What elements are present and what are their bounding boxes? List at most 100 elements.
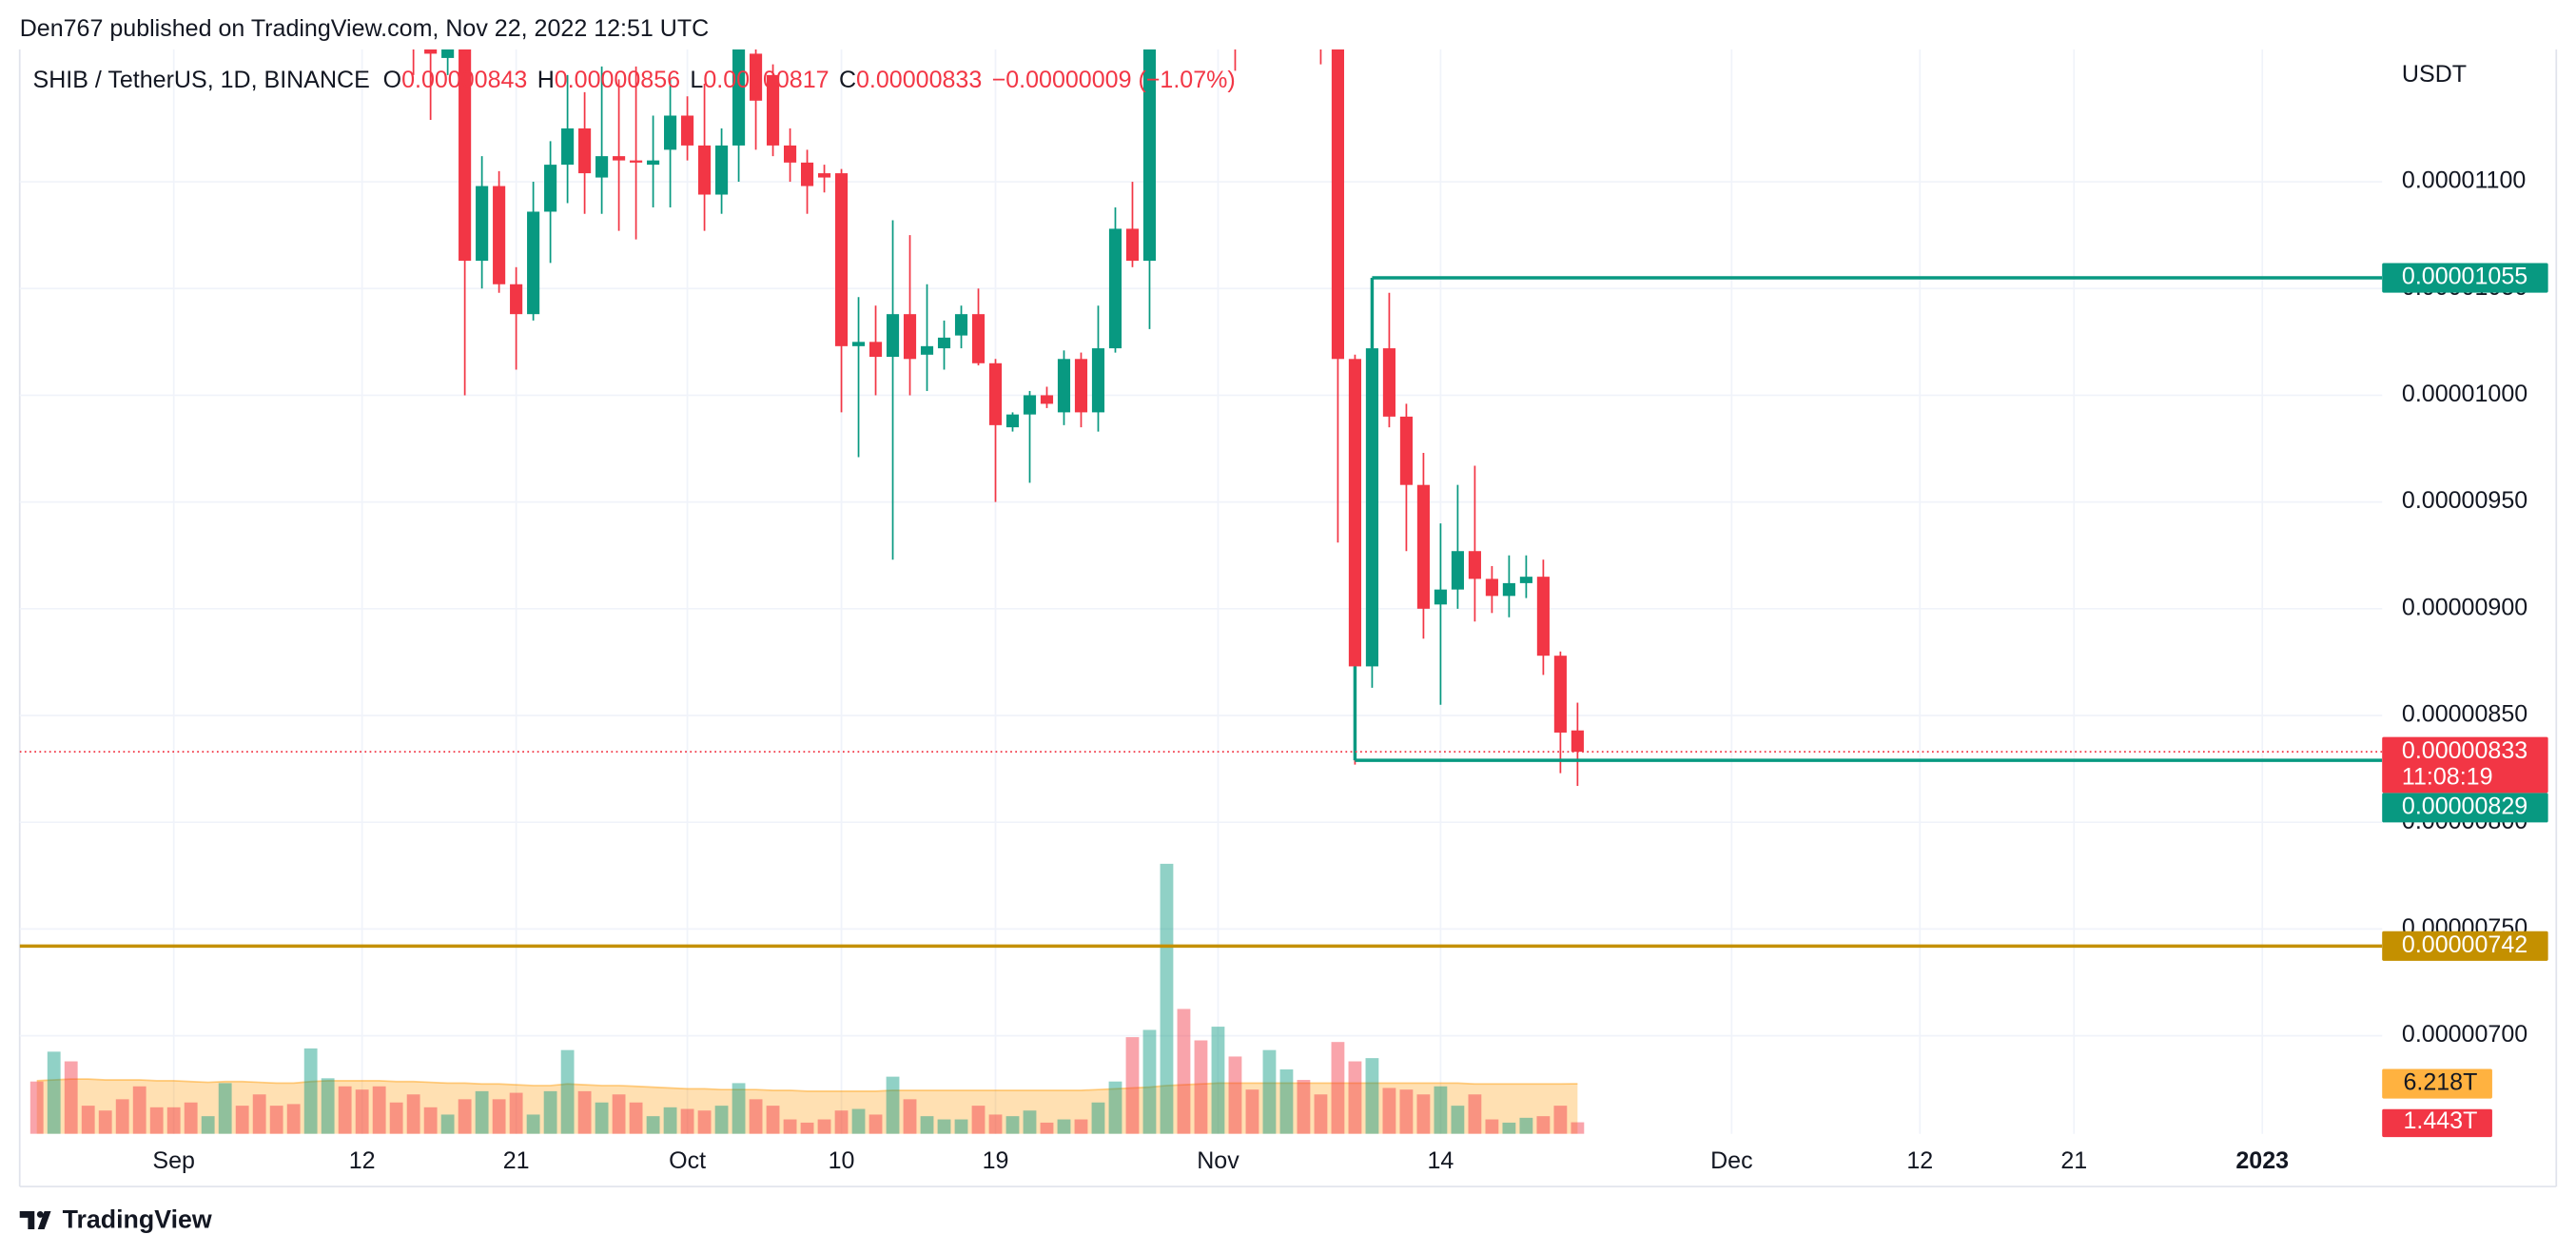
x-tick-label: Dec — [1710, 1147, 1753, 1174]
volume-bar — [1468, 1094, 1482, 1134]
volume-bar — [321, 1078, 335, 1134]
candle-body — [698, 145, 712, 195]
candle-body — [954, 314, 968, 336]
volume-bar — [458, 1099, 472, 1134]
candle-body — [732, 49, 746, 146]
candle-body — [834, 173, 849, 346]
volume-bar — [98, 1110, 112, 1134]
volume-bar — [886, 1076, 900, 1134]
volume-bar — [817, 1119, 831, 1134]
candle-body — [750, 53, 763, 101]
volume-bar — [406, 1094, 420, 1134]
volume-bar — [1536, 1116, 1551, 1134]
volume-bar — [81, 1106, 95, 1134]
volume-bar — [1160, 863, 1174, 1134]
candle-body — [664, 115, 677, 150]
volume-bar — [714, 1106, 729, 1134]
volume-bar — [492, 1099, 506, 1134]
candle-body — [527, 211, 540, 315]
volume-bar — [1211, 1027, 1225, 1134]
volume-bar — [201, 1116, 215, 1134]
volume-bar — [184, 1102, 198, 1134]
volume-bar — [1502, 1122, 1516, 1134]
candle-body — [595, 156, 609, 178]
countdown-text: 11:08:19 — [2402, 763, 2493, 790]
volume-label — [2382, 1108, 2492, 1138]
volume-bar — [149, 1107, 164, 1134]
candle-body — [630, 160, 643, 163]
volume-bar — [355, 1089, 369, 1134]
volume-bar — [732, 1083, 746, 1134]
volume-bar — [115, 1099, 129, 1134]
y-tick-label: 0.00001000 — [2402, 381, 2527, 407]
candle-body — [1416, 484, 1430, 609]
volume-bar — [920, 1116, 934, 1134]
volume-bar — [1262, 1049, 1277, 1134]
candle-body — [1057, 359, 1071, 413]
volume-bar — [29, 1081, 44, 1134]
candle-body — [1502, 582, 1515, 597]
volume-bar — [1194, 1040, 1208, 1134]
volume-bar — [851, 1108, 866, 1134]
volume-bar — [286, 1104, 301, 1134]
candle-body — [1040, 395, 1054, 404]
y-tick-label: 0.00000850 — [2402, 701, 2527, 728]
candle-body — [1536, 577, 1550, 656]
volume-text: 1.443T — [2403, 1107, 2477, 1134]
x-tick-label: 19 — [983, 1147, 1009, 1174]
candle-body — [390, 0, 402, 11]
candle-body — [441, 49, 455, 58]
volume-bar — [1434, 1086, 1448, 1134]
x-tick-label: 21 — [503, 1147, 530, 1174]
candle-body — [1519, 577, 1532, 583]
volume-bar — [834, 1110, 849, 1134]
volume-bar — [235, 1106, 249, 1134]
legend-open: 0.00000843 — [401, 66, 527, 92]
candle-body — [681, 115, 694, 146]
volume-bar — [663, 1107, 677, 1134]
candle-body — [476, 186, 489, 262]
candle-body — [1161, 0, 1173, 11]
level-label — [2382, 931, 2548, 961]
candle-body — [766, 74, 780, 146]
volume-bar — [303, 1048, 318, 1134]
volume-bar — [1040, 1122, 1054, 1134]
volume-bar — [937, 1119, 951, 1134]
volume-bar — [252, 1094, 266, 1134]
volume-bar — [1228, 1056, 1242, 1134]
volume-bar — [697, 1110, 712, 1134]
level-label-text: 0.00000742 — [2402, 931, 2527, 958]
axes: 0.000007000.000007500.000008000.00000850… — [152, 167, 2548, 1174]
candle-body — [715, 145, 729, 195]
volume-bar — [629, 1102, 643, 1134]
volume-bar — [577, 1090, 592, 1134]
volume-bar — [64, 1061, 78, 1134]
brand-logo — [19, 1210, 51, 1229]
volume-bar — [1279, 1068, 1294, 1134]
volume-bar — [1005, 1116, 1020, 1134]
x-tick-label: 12 — [1906, 1147, 1933, 1174]
candle-body — [1125, 228, 1140, 262]
volume-bar — [954, 1119, 968, 1134]
volume-ma-text: 6.218T — [2403, 1069, 2477, 1096]
brand-name: TradingView — [63, 1205, 212, 1233]
volume-ma-label — [2382, 1068, 2492, 1099]
last-price-text: 0.00000833 — [2402, 737, 2527, 764]
volume-bar — [47, 1051, 61, 1134]
y-tick-label: 0.00000950 — [2402, 487, 2527, 514]
candle-body — [920, 345, 934, 355]
volume-bar — [988, 1114, 1003, 1134]
volume-bar — [1416, 1094, 1431, 1134]
candle-body — [167, 0, 180, 11]
candle-body — [1142, 49, 1157, 262]
volume-bar — [1108, 1081, 1122, 1134]
volume-bar — [440, 1114, 455, 1134]
volume-bar — [526, 1114, 540, 1134]
candle-body — [1553, 656, 1567, 733]
candle-body — [647, 160, 660, 166]
legend-low: 0.00000817 — [703, 66, 829, 92]
volume-bar — [749, 1099, 763, 1134]
volume-bar — [1348, 1061, 1362, 1134]
volume-bar — [132, 1086, 146, 1134]
volume-bar — [1074, 1119, 1088, 1134]
